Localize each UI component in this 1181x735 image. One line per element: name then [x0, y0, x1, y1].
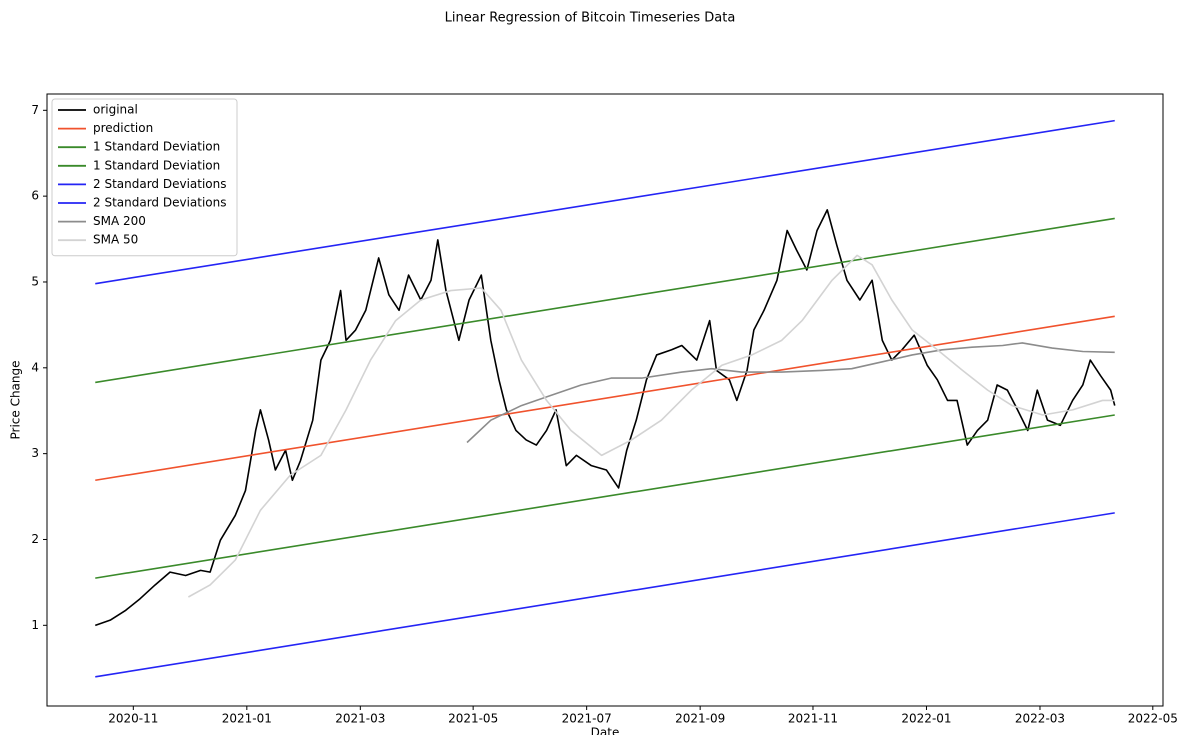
legend-label: SMA 200 — [93, 214, 146, 228]
x-tick-label: 2021-05 — [448, 712, 498, 726]
legend-label: 2 Standard Deviations — [93, 177, 227, 191]
series-line — [95, 315, 1115, 482]
legend-label: 1 Standard Deviation — [93, 140, 220, 154]
series-line — [95, 414, 1115, 579]
legend-box — [51, 98, 238, 257]
chart-title: Linear Regression of Bitcoin Timeseries … — [445, 11, 736, 26]
y-tick-label: 6 — [31, 189, 39, 203]
plot-frame — [46, 93, 1164, 707]
y-tick-label: 3 — [31, 446, 39, 460]
x-axis-label: Date — [591, 726, 620, 735]
x-tick-label: 2022-05 — [1128, 712, 1178, 726]
series-line — [466, 342, 1115, 444]
y-tick-label: 7 — [31, 103, 39, 117]
series-line — [95, 217, 1115, 384]
y-tick-label: 5 — [31, 274, 39, 288]
y-tick-label: 1 — [31, 618, 39, 632]
series-line — [95, 512, 1115, 678]
series-line — [187, 254, 1115, 598]
x-tick-label: 2021-07 — [562, 712, 612, 726]
y-tick-label: 4 — [31, 360, 39, 374]
y-tick-label: 2 — [31, 532, 39, 546]
x-tick-label: 2021-09 — [675, 712, 725, 726]
x-tick-label: 2020-11 — [108, 712, 158, 726]
x-tick-label: 2021-11 — [788, 712, 838, 726]
x-tick-label: 2021-03 — [335, 712, 385, 726]
legend-label: original — [93, 103, 138, 117]
legend-label: prediction — [93, 121, 153, 135]
series-line — [95, 119, 1115, 285]
x-tick-label: 2021-01 — [222, 712, 272, 726]
x-tick-label: 2022-01 — [901, 712, 951, 726]
legend-label: 2 Standard Deviations — [93, 196, 227, 210]
y-axis-label: Price Change — [9, 360, 23, 439]
series-line — [94, 209, 1116, 627]
legend-label: 1 Standard Deviation — [93, 158, 220, 172]
x-tick-label: 2022-03 — [1015, 712, 1065, 726]
legend-label: SMA 50 — [93, 233, 138, 247]
